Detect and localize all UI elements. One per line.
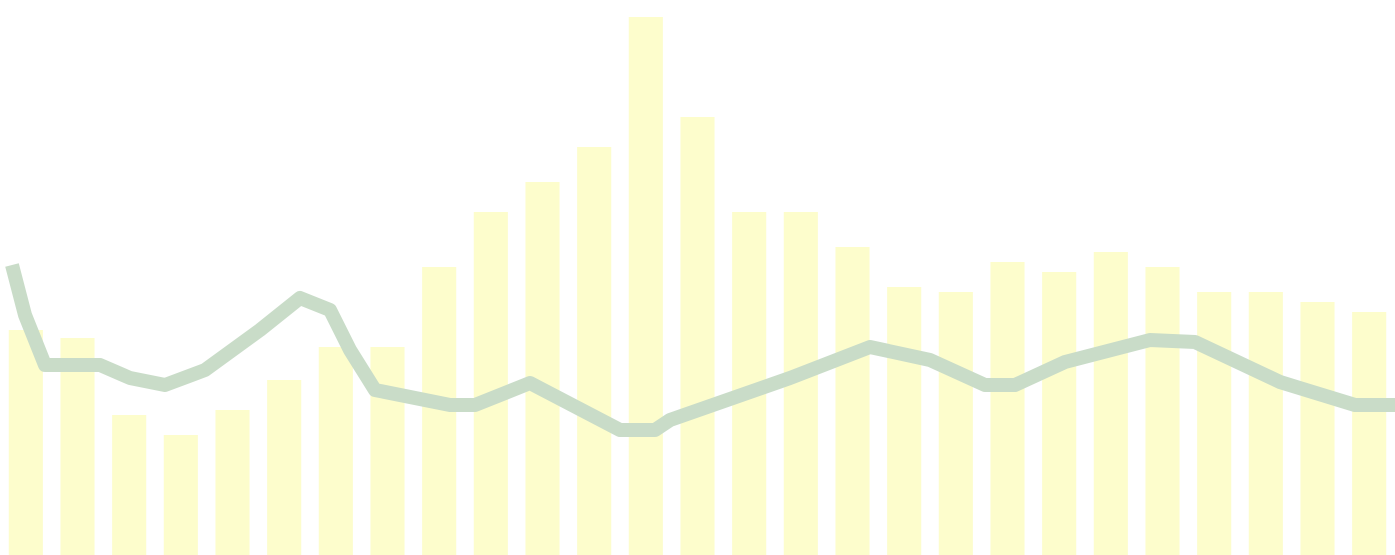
bar <box>1145 267 1179 555</box>
bar <box>112 415 146 555</box>
bar <box>629 17 663 555</box>
bar <box>267 380 301 555</box>
bar <box>835 247 869 555</box>
bar <box>1352 312 1386 555</box>
bar <box>1249 292 1283 555</box>
bar <box>1094 252 1128 555</box>
bar <box>319 347 353 555</box>
bar <box>525 182 559 555</box>
bar <box>474 212 508 555</box>
bar <box>1042 272 1076 555</box>
bar <box>1197 292 1231 555</box>
bar <box>577 147 611 555</box>
bar <box>680 117 714 555</box>
bar <box>215 410 249 555</box>
bar <box>164 435 198 555</box>
bar <box>887 287 921 555</box>
bar <box>1300 302 1334 555</box>
bar <box>990 262 1024 555</box>
bar <box>939 292 973 555</box>
